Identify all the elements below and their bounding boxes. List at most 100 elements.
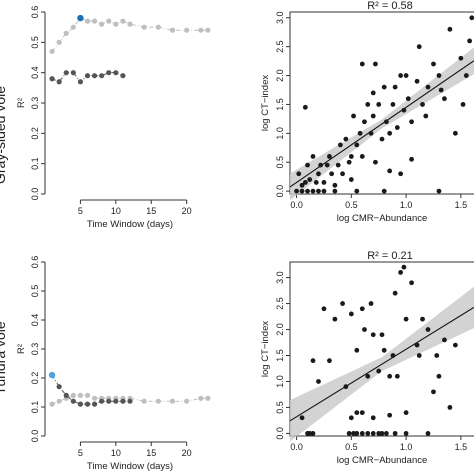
series-point	[184, 398, 190, 404]
x-tick-label: 1.5	[455, 442, 468, 452]
x-tick-label: 0.0	[290, 442, 303, 452]
series-point	[56, 79, 62, 85]
series-point	[56, 398, 62, 404]
chart-title: R² = 0.58	[367, 0, 413, 12]
data-point	[403, 316, 409, 322]
data-point	[321, 306, 327, 312]
data-point	[436, 73, 442, 78]
y-tick-label: 1.5	[275, 98, 285, 111]
series-point	[120, 18, 126, 24]
data-point	[398, 269, 404, 275]
data-point	[346, 431, 352, 436]
data-point	[310, 431, 316, 436]
data-point	[403, 431, 409, 436]
data-point	[401, 264, 407, 270]
x-tick-label: 0.0	[290, 200, 303, 210]
data-point	[381, 347, 387, 353]
data-point	[316, 379, 321, 384]
y-tick-label: 0.5	[30, 285, 40, 298]
data-point	[343, 384, 349, 390]
data-point	[321, 180, 327, 185]
y-tick-label: 3.0	[275, 271, 285, 284]
series-point	[99, 73, 105, 79]
data-point	[409, 280, 414, 286]
fit-line	[289, 306, 474, 422]
series-point	[141, 24, 147, 30]
data-point	[370, 113, 376, 119]
data-point	[392, 290, 398, 296]
data-point	[359, 154, 365, 159]
series-point	[169, 398, 176, 404]
data-point	[348, 177, 354, 182]
data-point	[348, 311, 354, 317]
data-point	[398, 171, 404, 177]
data-point	[452, 130, 458, 136]
data-point	[354, 188, 360, 194]
series-point	[77, 401, 84, 407]
data-point	[373, 159, 378, 165]
data-point	[324, 162, 330, 168]
y-tick-label: 0.1	[30, 157, 40, 170]
data-point	[354, 410, 360, 416]
data-point	[401, 107, 407, 113]
data-point	[296, 171, 302, 177]
data-point	[370, 415, 376, 421]
y-axis-label: log CT−index	[260, 321, 271, 377]
x-tick-label: 20	[182, 206, 192, 216]
series-point	[155, 398, 161, 404]
data-point	[431, 389, 436, 395]
series-point	[91, 395, 98, 401]
series-point	[184, 27, 190, 33]
y-tick-label: 0.3	[30, 97, 40, 110]
data-point	[447, 26, 453, 32]
y-tick-label: 0.2	[30, 372, 40, 385]
y-tick-label: 2.5	[275, 297, 285, 310]
data-point	[370, 90, 376, 96]
data-point	[302, 104, 308, 110]
data-point	[373, 61, 378, 67]
plot-frame	[289, 11, 474, 195]
series-point	[49, 76, 55, 82]
data-point	[420, 316, 425, 322]
data-point	[431, 61, 436, 67]
chart-title: R² = 0.21	[367, 250, 413, 262]
data-point	[409, 156, 414, 162]
data-point	[370, 431, 376, 436]
y-tick-label: 0.1	[30, 401, 40, 414]
data-point	[394, 373, 400, 379]
data-point	[458, 55, 464, 61]
series-point	[169, 27, 176, 33]
x-tick-label: 1.0	[400, 442, 413, 452]
data-point	[305, 188, 310, 194]
x-tick-label: 0.5	[345, 200, 358, 210]
series-point	[56, 384, 62, 390]
y-tick-label: 2.0	[275, 69, 285, 82]
x-axis-label: Time Window (days)	[87, 461, 173, 472]
data-point	[316, 171, 321, 177]
y-tick-label: 2.0	[275, 323, 285, 336]
panel-bottom-left: 0.0 0.1 0.2 0.3 0.4 0.5 0.6 5 10 15 20 Time Window …	[0, 256, 211, 472]
y-tick-label: 0.0	[30, 188, 40, 201]
series-point	[205, 27, 211, 33]
data-point	[359, 410, 365, 416]
y-tick-label: 1.0	[275, 127, 285, 140]
y-tick-label: 0.0	[275, 185, 285, 198]
data-point	[346, 159, 352, 165]
series-point	[77, 79, 84, 85]
y-tick-label: 3.0	[275, 12, 285, 25]
data-point	[392, 431, 398, 436]
series-point	[198, 395, 204, 401]
series-point	[106, 18, 112, 24]
series-point	[113, 70, 119, 76]
data-point	[351, 113, 356, 119]
data-point	[376, 368, 382, 374]
x-tick-label: 15	[146, 206, 156, 216]
data-point	[390, 353, 396, 358]
y-axis-label: R²	[16, 98, 27, 108]
y-tick-label: 2.5	[275, 40, 285, 53]
data-point	[376, 102, 382, 107]
row-label: Tundra vole	[0, 321, 8, 395]
data-point	[434, 353, 440, 358]
data-point	[387, 373, 393, 379]
